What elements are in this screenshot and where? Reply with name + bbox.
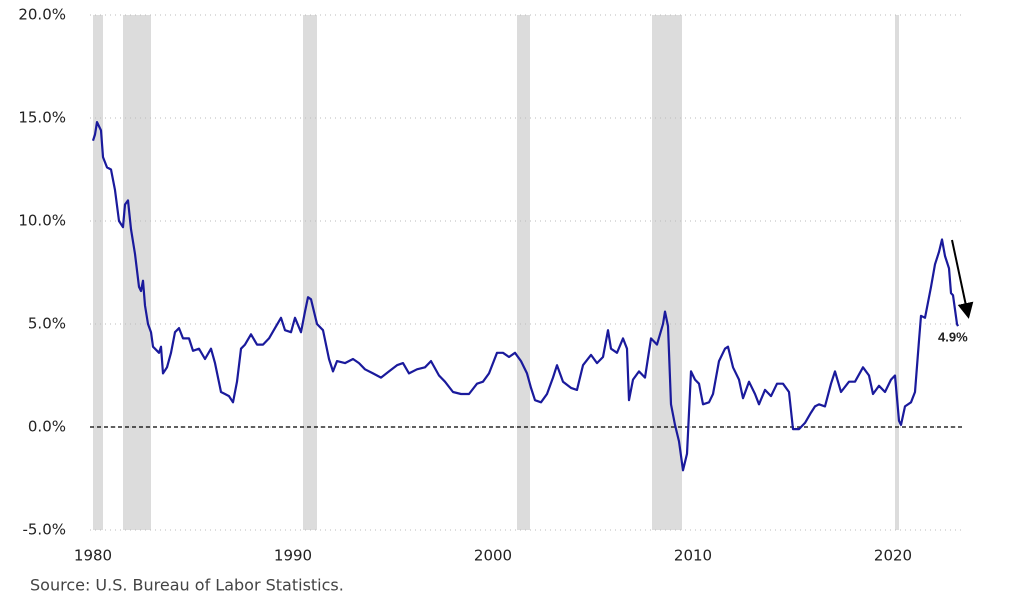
recession-band — [895, 15, 899, 530]
y-tick-label: 0.0% — [28, 418, 66, 436]
x-tick-label: 1990 — [274, 547, 312, 565]
recession-band — [303, 15, 317, 530]
x-tick-label: 2010 — [674, 547, 712, 565]
annotation-arrow — [951, 239, 974, 319]
y-tick-label: 15.0% — [18, 109, 66, 127]
y-tick-label: -5.0% — [22, 521, 66, 539]
y-tick-label: 10.0% — [18, 212, 66, 230]
y-tick-label: 20.0% — [18, 6, 66, 24]
cpi-line — [91, 121, 959, 472]
x-tick-label: 2020 — [874, 547, 912, 565]
source: Source: U.S. Bureau of Labor Statistics. — [30, 576, 344, 595]
y-tick-label: 5.0% — [28, 315, 66, 333]
annotation: 4.9% — [938, 329, 968, 344]
x-tick-label: 2000 — [474, 547, 512, 565]
recession-band — [517, 15, 530, 530]
recession-band — [93, 15, 103, 530]
recession-band — [652, 15, 682, 530]
x-tick-label: 1980 — [74, 547, 112, 565]
